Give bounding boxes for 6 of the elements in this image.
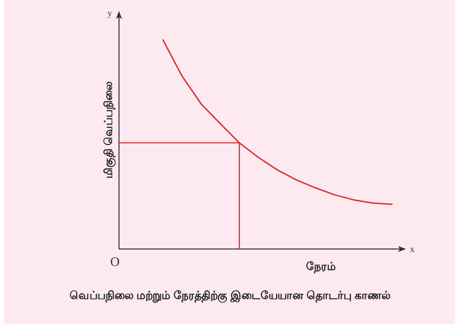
x-axis-title: நேரம்: [306, 261, 336, 274]
text: வெப்பநிலை மற்றும் நேரத்திற்கு இடையேயான தொடர்பு காணல்: [69, 290, 391, 304]
text: x: [410, 244, 415, 254]
text: O: [110, 254, 120, 269]
y-axis-title: மிகுதி வெப்பநிலை: [103, 81, 117, 179]
text: y: [108, 8, 112, 18]
